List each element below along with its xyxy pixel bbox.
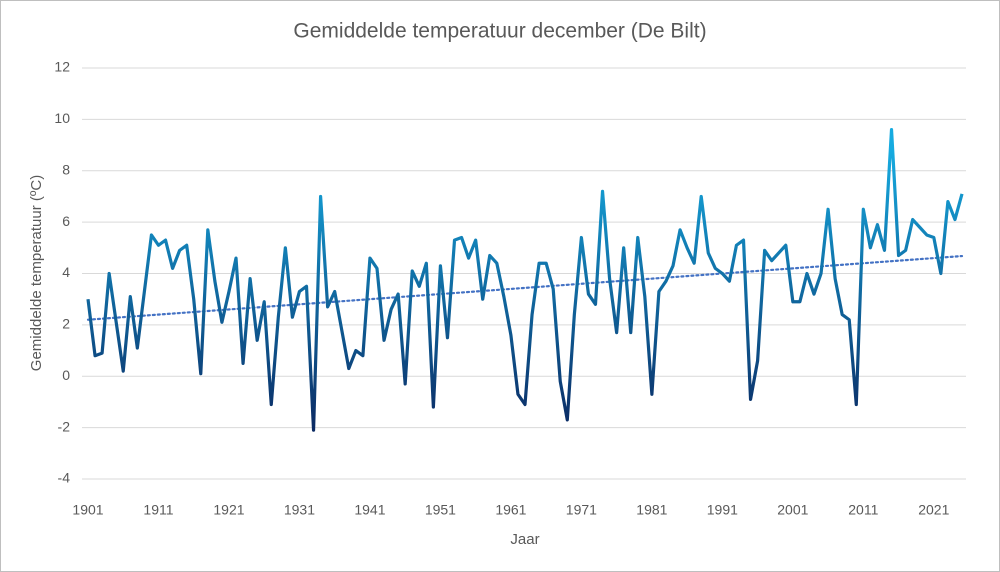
x-tick-label: 1921 (213, 502, 244, 518)
x-tick-label: 2011 (848, 502, 878, 518)
y-tick-label: 10 (54, 110, 70, 126)
x-tick-label: 1931 (284, 502, 315, 518)
y-tick-label: 8 (62, 161, 70, 177)
x-axis-title: Jaar (510, 531, 539, 548)
chart-title: Gemiddelde temperatuur december (De Bilt… (293, 20, 706, 43)
x-tick-label: 1961 (495, 502, 526, 518)
x-tick-label: 2001 (777, 502, 808, 518)
x-tick-label: 1981 (636, 502, 667, 518)
x-tick-label: 1941 (354, 502, 385, 518)
y-tick-label: 0 (62, 367, 70, 383)
data-line (86, 128, 964, 432)
y-tick-label: 6 (62, 213, 70, 229)
x-tick-label: 2021 (918, 502, 949, 518)
y-tick-label: 2 (62, 316, 70, 332)
y-tick-label: 12 (54, 59, 70, 75)
trendline (86, 254, 964, 321)
y-tick-label: -4 (58, 470, 71, 486)
x-tick-label: 1971 (566, 502, 597, 518)
y-tick-label: -2 (58, 418, 71, 434)
x-tick-label: 1951 (425, 502, 456, 518)
x-tick-label: 1901 (72, 502, 103, 518)
x-tick-label: 1911 (143, 502, 173, 518)
x-tick-label: 1991 (707, 502, 738, 518)
y-axis-title: Gemiddelde temperatuur (ºC) (28, 175, 45, 371)
y-tick-label: 4 (62, 264, 70, 280)
